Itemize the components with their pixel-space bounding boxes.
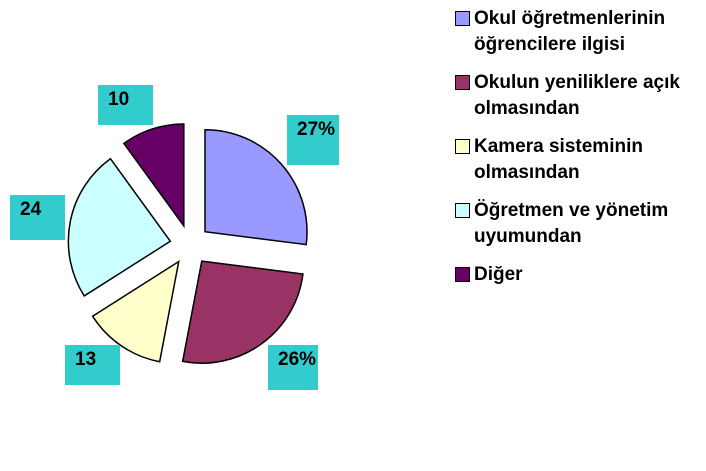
legend-swatch <box>455 203 470 218</box>
legend-item: Diğer <box>455 262 700 288</box>
legend-label: Öğretmen ve yönetim uyumundan <box>474 200 669 247</box>
data-label: 13 <box>65 345 120 385</box>
pie-slice <box>122 123 185 229</box>
legend-swatch <box>455 139 470 154</box>
legend: Okul öğretmenlerinin öğrencilere ilgisi O… <box>455 6 700 300</box>
legend-swatch <box>455 75 470 90</box>
legend-item: Okulun yeniliklere açık olmasından <box>455 70 700 122</box>
legend-item: Öğretmen ve yönetim uyumundan <box>455 198 700 250</box>
pie-slice <box>204 129 308 246</box>
legend-swatch <box>455 11 470 26</box>
legend-item: Kamera sisteminin olmasından <box>455 134 700 186</box>
pie-slice <box>91 259 180 363</box>
legend-label: Okulun yeniliklere açık olmasından <box>474 72 680 119</box>
data-label: 27% <box>287 115 339 165</box>
legend-label: Diğer <box>474 264 523 285</box>
pie-slice <box>67 157 172 297</box>
legend-swatch <box>455 267 470 282</box>
data-label: 24 <box>10 195 65 240</box>
pie-slice <box>181 260 304 364</box>
data-label: 26% <box>268 345 318 390</box>
legend-label: Okul öğretmenlerinin öğrencilere ilgisi <box>474 8 666 55</box>
data-label: 10 <box>98 85 153 125</box>
legend-label: Kamera sisteminin olmasından <box>474 136 643 183</box>
legend-item: Okul öğretmenlerinin öğrencilere ilgisi <box>455 6 700 58</box>
